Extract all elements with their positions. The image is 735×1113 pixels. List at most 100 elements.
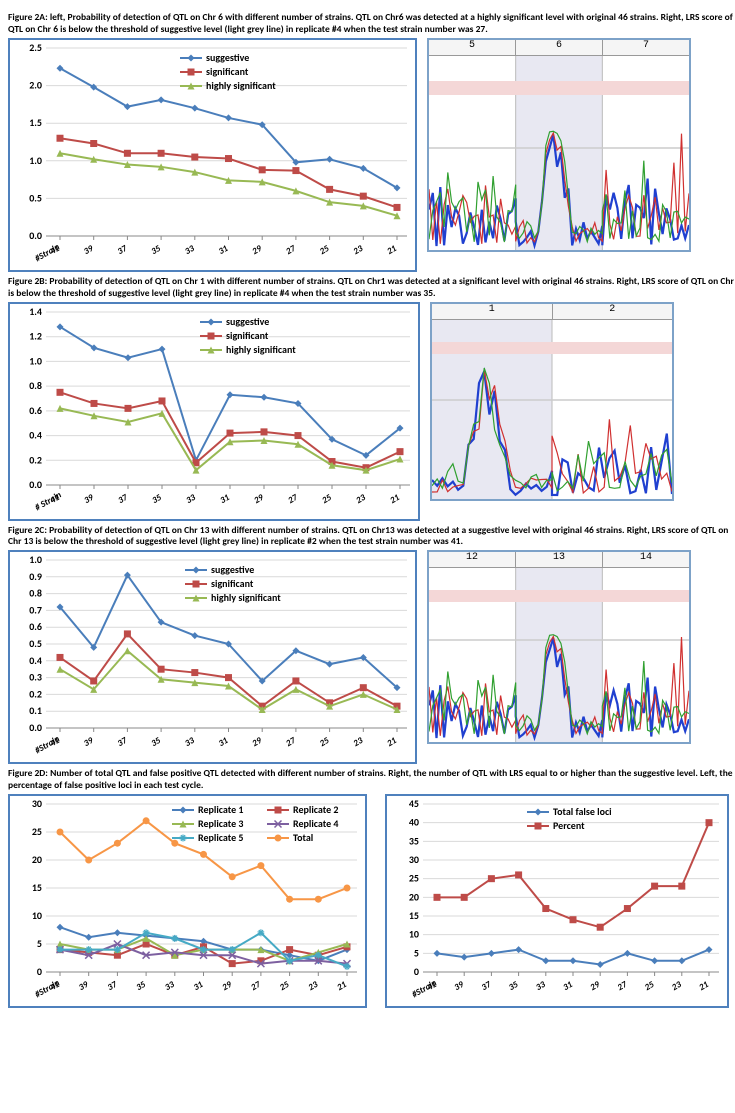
figure-2d-row: 0510152025304139373533312927252321#Strai… (8, 794, 735, 1008)
svg-text:#Strain: #Strain (33, 977, 62, 1000)
svg-text:0.6: 0.6 (29, 620, 42, 633)
svg-text:1.4: 1.4 (29, 305, 42, 318)
svg-text:0.1: 0.1 (29, 704, 42, 717)
svg-text:suggestive: suggestive (206, 51, 249, 64)
svg-text:30: 30 (32, 797, 42, 810)
svg-text:25: 25 (318, 243, 332, 257)
svg-text:23: 23 (351, 243, 365, 257)
svg-text:Percent: Percent (553, 819, 585, 832)
svg-text:23: 23 (351, 735, 365, 749)
svg-text:21: 21 (385, 735, 399, 749)
svg-text:0.0: 0.0 (29, 229, 42, 242)
svg-text:highly significant: highly significant (226, 343, 296, 356)
svg-text:27: 27 (249, 979, 263, 993)
svg-text:# Strain: # Strain (33, 489, 64, 513)
svg-text:1.2: 1.2 (29, 329, 42, 342)
figure-2a-caption: Figure 2A: left, Probability of detectio… (8, 12, 735, 36)
svg-text:#Strain: #Strain (410, 977, 439, 1000)
svg-text:0.6: 0.6 (29, 403, 42, 416)
svg-text:31: 31 (192, 979, 206, 993)
svg-text:30: 30 (409, 853, 419, 866)
svg-text:0.9: 0.9 (29, 570, 42, 583)
svg-text:0.5: 0.5 (29, 191, 42, 204)
svg-text:35: 35 (507, 979, 521, 993)
lrs-column-label: 12 (429, 552, 516, 568)
svg-text:suggestive: suggestive (211, 563, 254, 576)
svg-text:33: 33 (163, 979, 177, 993)
svg-text:25: 25 (32, 825, 42, 838)
figure-2d-caption: Figure 2D: Number of total QTL and false… (8, 768, 735, 792)
lrs-column-label: 5 (429, 40, 516, 56)
svg-text:10: 10 (32, 909, 42, 922)
svg-text:35: 35 (150, 491, 164, 505)
svg-text:significant: significant (206, 65, 249, 78)
svg-text:highly significant: highly significant (206, 79, 276, 92)
svg-text:significant: significant (211, 577, 254, 590)
svg-text:29: 29 (220, 979, 234, 993)
svg-text:29: 29 (250, 243, 264, 257)
lrs-column-label: 1 (432, 304, 553, 320)
svg-text:0.3: 0.3 (29, 671, 42, 684)
svg-text:0: 0 (414, 965, 419, 978)
svg-text:Total false loci: Total false loci (553, 805, 612, 818)
svg-text:15: 15 (32, 881, 42, 894)
lrs-header: 12 (432, 304, 672, 320)
svg-text:31: 31 (217, 735, 231, 749)
svg-text:33: 33 (183, 243, 197, 257)
svg-text:0.2: 0.2 (29, 688, 42, 701)
svg-text:15: 15 (409, 909, 419, 922)
lrs-column-label: 14 (603, 552, 689, 568)
svg-text:37: 37 (116, 491, 130, 505)
lrs-header: 121314 (429, 552, 689, 568)
figure-2c-caption: Figure 2C: Probability of detection of Q… (8, 525, 735, 549)
lrs-column-label: 2 (553, 304, 673, 320)
svg-text:27: 27 (284, 735, 298, 749)
lrs-body (429, 568, 689, 742)
svg-text:5: 5 (414, 946, 419, 959)
figure-2c-chart: 0.00.10.20.30.40.50.60.70.80.91.04139373… (8, 550, 417, 764)
svg-text:0.2: 0.2 (29, 453, 42, 466)
svg-text:0.8: 0.8 (29, 379, 42, 392)
svg-text:39: 39 (82, 243, 96, 257)
svg-text:1.0: 1.0 (29, 154, 42, 167)
svg-text:25: 25 (320, 491, 334, 505)
svg-text:#Strain: #Strain (33, 241, 62, 264)
svg-text:0.0: 0.0 (29, 721, 42, 734)
svg-text:Replicate 3: Replicate 3 (198, 817, 243, 830)
svg-text:Replicate 4: Replicate 4 (293, 817, 338, 830)
figure-2b-chart: 0.00.20.40.60.81.01.21.44139373533312927… (8, 302, 420, 521)
svg-text:2.5: 2.5 (29, 41, 42, 54)
svg-text:1.0: 1.0 (29, 553, 42, 566)
svg-text:highly significant: highly significant (211, 591, 281, 604)
lrs-column-label: 7 (603, 40, 689, 56)
svg-text:45: 45 (409, 797, 419, 810)
svg-text:2.0: 2.0 (29, 78, 42, 91)
svg-text:suggestive: suggestive (226, 315, 269, 328)
svg-text:35: 35 (149, 243, 163, 257)
svg-text:25: 25 (318, 735, 332, 749)
svg-text:Replicate 2: Replicate 2 (293, 803, 338, 816)
svg-text:39: 39 (82, 735, 96, 749)
svg-text:33: 33 (534, 979, 548, 993)
svg-text:35: 35 (409, 834, 419, 847)
svg-text:39: 39 (77, 979, 91, 993)
svg-text:21: 21 (388, 491, 402, 505)
svg-text:27: 27 (286, 491, 300, 505)
svg-text:significant: significant (226, 329, 269, 342)
svg-text:#Strain: #Strain (33, 734, 62, 757)
svg-text:25: 25 (278, 979, 292, 993)
svg-text:0.7: 0.7 (29, 604, 42, 617)
svg-text:33: 33 (183, 735, 197, 749)
svg-text:37: 37 (115, 735, 129, 749)
svg-text:35: 35 (149, 735, 163, 749)
svg-text:25: 25 (409, 872, 419, 885)
svg-text:31: 31 (561, 979, 575, 993)
svg-text:0.4: 0.4 (29, 654, 42, 667)
svg-text:29: 29 (588, 979, 602, 993)
figure-2c-lrs: 121314 (427, 550, 691, 744)
svg-text:21: 21 (697, 979, 711, 993)
svg-text:27: 27 (284, 243, 298, 257)
svg-text:0: 0 (37, 965, 42, 978)
figure-2a-row: 0.00.51.01.52.02.54139373533312927252321… (8, 38, 735, 272)
svg-text:23: 23 (354, 491, 368, 505)
